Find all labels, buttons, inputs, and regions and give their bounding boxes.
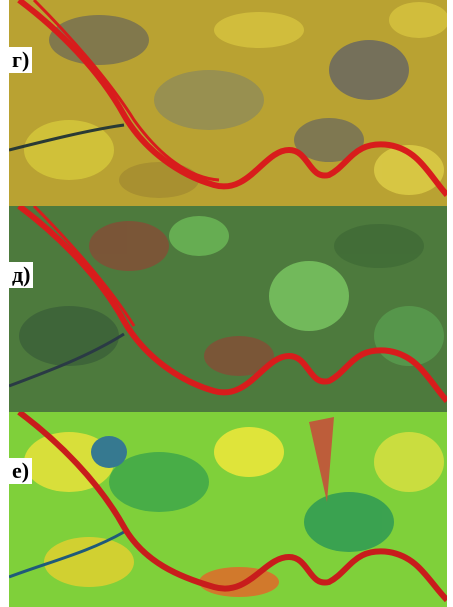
figure: г) д) е) [0, 0, 453, 607]
panel-label: д) [9, 262, 33, 288]
satellite-panel [9, 206, 447, 412]
satellite-panel [9, 412, 447, 607]
panel-label: е) [9, 458, 32, 484]
panel-label: г) [9, 47, 32, 73]
satellite-panel [9, 0, 447, 206]
